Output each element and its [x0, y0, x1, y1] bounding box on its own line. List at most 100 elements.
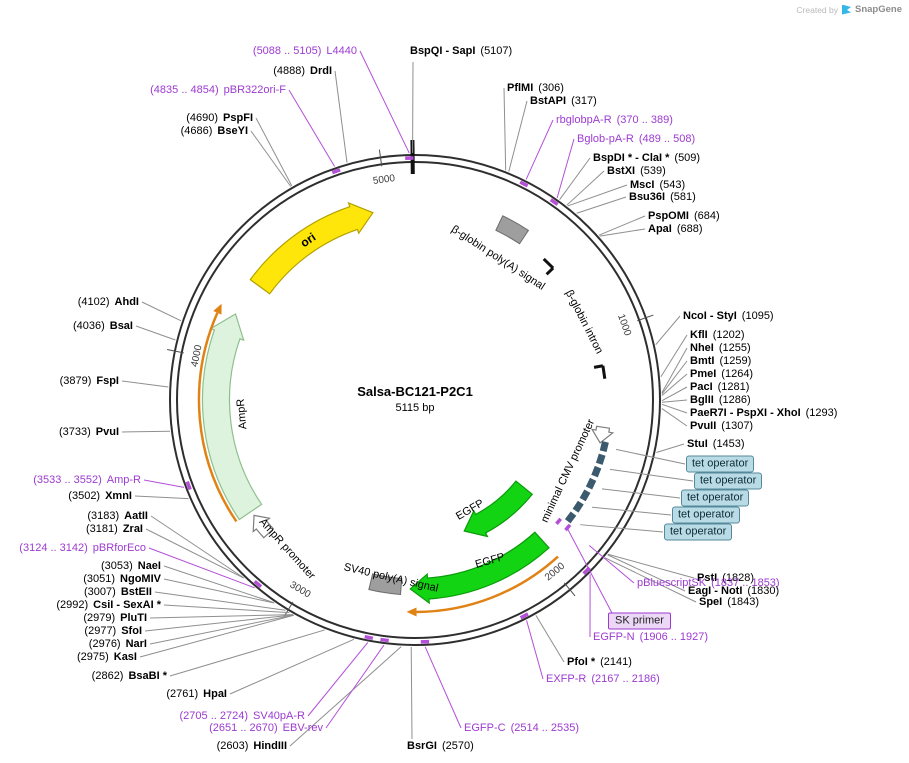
- sv40-polya-signal[interactable]: [368, 573, 403, 595]
- enzyme_label-bsteii[interactable]: (3007) BstEII: [84, 586, 152, 598]
- minimal-cmv-promoter[interactable]: [590, 425, 615, 444]
- primer_label-l4440[interactable]: (5088 .. 5105) L4440: [253, 45, 357, 57]
- primer-site-mark[interactable]: [253, 579, 263, 589]
- enzyme_label-naei[interactable]: (3053) NaeI: [101, 560, 161, 572]
- enzyme_label-bspqisapi[interactable]: BspQI - SapI (5107): [410, 45, 512, 57]
- enzyme_label-pspomi[interactable]: PspOMI (684): [648, 210, 720, 222]
- enzyme_label-xmni[interactable]: (3502) XmnI: [68, 490, 132, 502]
- enzyme_label-csiisexai[interactable]: (2992) CsiI - SexAI *: [56, 599, 161, 611]
- egfp-1-label[interactable]: EGFP: [454, 497, 486, 523]
- sv40-polya-signal-label[interactable]: SV40 poly(A) signal: [342, 561, 440, 595]
- enzyme_label-pflmi[interactable]: PflMI (306): [507, 82, 564, 94]
- enzyme_label-bsrgi[interactable]: BsrGI (2570): [407, 740, 474, 752]
- primer-site-mark[interactable]: [380, 637, 389, 643]
- enzyme_label-nari[interactable]: (2976) NarI: [89, 638, 147, 650]
- enzyme_label-pluti[interactable]: (2979) PluTI: [83, 612, 147, 624]
- site-position: (2979): [83, 612, 116, 624]
- primer-site-mark[interactable]: [564, 523, 572, 532]
- egfp-1[interactable]: [463, 480, 534, 538]
- enzyme_label-aatii[interactable]: (3183) AatII: [87, 510, 148, 522]
- enzyme_label-bsai[interactable]: (4036) BsaI: [73, 320, 133, 332]
- enzyme_label-bstxi[interactable]: BstXI (539): [607, 165, 666, 177]
- primer_label-pbrforeco[interactable]: (3124 .. 3142) pBRforEco: [19, 542, 146, 554]
- enzyme_label-psti[interactable]: PstI (1828): [697, 572, 754, 584]
- ampr-promoter[interactable]: [252, 514, 275, 539]
- enzyme_label-nhei[interactable]: NheI (1255): [690, 342, 751, 354]
- egfp-2-label[interactable]: EGFP: [473, 551, 507, 571]
- enzyme_label-msci[interactable]: MscI (543): [630, 179, 685, 191]
- primer-site-mark[interactable]: [364, 634, 374, 641]
- enzyme_label-stui[interactable]: StuI (1453): [687, 438, 745, 450]
- primer-site-mark[interactable]: [331, 168, 341, 175]
- primer-site-mark[interactable]: [549, 198, 559, 206]
- tet-operator-mark[interactable]: [585, 477, 597, 490]
- enzyme_label-bglii[interactable]: BglII (1286): [690, 394, 751, 406]
- primer_label-ampr[interactable]: (3533 .. 3552) Amp-R: [33, 474, 141, 486]
- primer_label-egfpn[interactable]: EGFP-N (1906 .. 1927): [593, 631, 708, 643]
- ampr[interactable]: [201, 313, 263, 521]
- site-name: SV40pA-R: [253, 710, 305, 722]
- enzyme_label-bmti[interactable]: BmtI (1259): [690, 355, 751, 367]
- primer_label-egfpc[interactable]: EGFP-C (2514 .. 2535): [464, 722, 579, 734]
- primer_label-pbluescriptsk[interactable]: pBluescriptSK (1837 .. 1853): [637, 577, 780, 589]
- primer-site-mark[interactable]: [555, 517, 562, 525]
- tet-operator-box[interactable]: tet operator: [672, 506, 741, 524]
- minimal-cmv-promoter-label[interactable]: minimal CMV promoter: [538, 417, 598, 525]
- enzyme_label-fspi[interactable]: (3879) FspI: [60, 375, 119, 387]
- sk-primer-box[interactable]: SK primer: [608, 612, 671, 630]
- tet-operator-box[interactable]: tet operator: [681, 489, 750, 507]
- primer_label-ebvrev[interactable]: (2651 .. 2670) EBV-rev: [209, 722, 323, 734]
- bglobin-polya-signal[interactable]: [495, 215, 530, 245]
- primer_label-sv40par[interactable]: (2705 .. 2724) SV40pA-R: [180, 710, 305, 722]
- primer_label-exfpr[interactable]: EXFP-R (2167 .. 2186): [546, 673, 660, 685]
- tet-operator-box[interactable]: tet operator: [694, 472, 763, 490]
- primer-site-mark[interactable]: [519, 180, 529, 188]
- ori-label[interactable]: ori: [297, 229, 319, 251]
- enzyme_label-eaginoti[interactable]: EagI - NotI (1830): [688, 585, 779, 597]
- primer-site-mark[interactable]: [519, 612, 529, 620]
- tet-operator-box[interactable]: tet operator: [686, 455, 755, 473]
- bglobin-polya-signal-label[interactable]: β-globin poly(A) signal: [449, 223, 547, 293]
- enzyme_label-pmei[interactable]: PmeI (1264): [690, 368, 753, 380]
- enzyme_label-sfoi[interactable]: (2977) SfoI: [84, 625, 142, 637]
- tet-operator-mark[interactable]: [591, 465, 602, 478]
- tet-operator-mark[interactable]: [572, 500, 584, 513]
- enzyme_label-pspfi[interactable]: (4690) PspFI: [186, 112, 253, 124]
- enzyme_label-ngomiv[interactable]: (3051) NgoMIV: [83, 573, 161, 585]
- enzyme_label-kfli[interactable]: KflI (1202): [690, 329, 745, 341]
- primer_label-rbglobpar[interactable]: rbglobpA-R (370 .. 389): [556, 114, 673, 126]
- enzyme_label-paer7ipspxixhoi[interactable]: PaeR7I - PspXI - XhoI (1293): [690, 407, 837, 419]
- enzyme_label-pvuii[interactable]: PvuII (1307): [690, 420, 753, 432]
- tet-operator-mark[interactable]: [564, 511, 577, 524]
- primer_label-bglobpar[interactable]: Bglob-pA-R (489 .. 508): [577, 133, 695, 145]
- tet-operator-mark[interactable]: [599, 441, 609, 453]
- enzyme_label-spei[interactable]: SpeI (1843): [699, 596, 759, 608]
- tet-operator-box[interactable]: tet operator: [664, 523, 733, 541]
- enzyme_label-kasi[interactable]: (2975) KasI: [77, 651, 137, 663]
- enzyme_label-bspdiclai[interactable]: BspDI * - ClaI * (509): [593, 152, 700, 164]
- primer_label-pbr322orif[interactable]: (4835 .. 4854) pBR322ori-F: [150, 84, 286, 96]
- enzyme_label-bsu36i[interactable]: Bsu36I (581): [629, 191, 696, 203]
- enzyme_label-hindiii[interactable]: (2603) HindIII: [217, 740, 287, 752]
- enzyme_label-paci[interactable]: PacI (1281): [690, 381, 749, 393]
- enzyme_label-bseyi[interactable]: (4686) BseYI: [181, 125, 248, 137]
- tet-operator-mark[interactable]: [579, 489, 591, 502]
- enzyme_label-bsabi[interactable]: (2862) BsaBI *: [92, 670, 167, 682]
- enzyme_label-pfoi[interactable]: PfoI * (2141): [567, 656, 632, 668]
- enzyme_label-ahdi[interactable]: (4102) AhdI: [78, 296, 139, 308]
- primer-site-mark[interactable]: [185, 481, 192, 491]
- tet-operator-mark[interactable]: [595, 453, 606, 465]
- ori[interactable]: [249, 201, 374, 295]
- enzyme_label-zrai[interactable]: (3181) ZraI: [86, 523, 143, 535]
- ampr-label[interactable]: AmpR: [234, 398, 250, 430]
- egfp-2[interactable]: [409, 531, 550, 605]
- bglobin-intron-label[interactable]: β-globin intron: [562, 288, 606, 356]
- enzyme_label-hpai[interactable]: (2761) HpaI: [166, 688, 227, 700]
- enzyme_label-apai[interactable]: ApaI (688): [648, 223, 703, 235]
- ampr-promoter-label[interactable]: AmpR promoter: [256, 516, 318, 582]
- enzyme_label-bstapi[interactable]: BstAPI (317): [530, 95, 597, 107]
- enzyme_label-ncoistyi[interactable]: NcoI - StyI (1095): [683, 310, 774, 322]
- enzyme_label-drdi[interactable]: (4888) DrdI: [273, 65, 332, 77]
- enzyme_label-pvui[interactable]: (3733) PvuI: [59, 426, 119, 438]
- site-name: Amp-R: [106, 474, 141, 486]
